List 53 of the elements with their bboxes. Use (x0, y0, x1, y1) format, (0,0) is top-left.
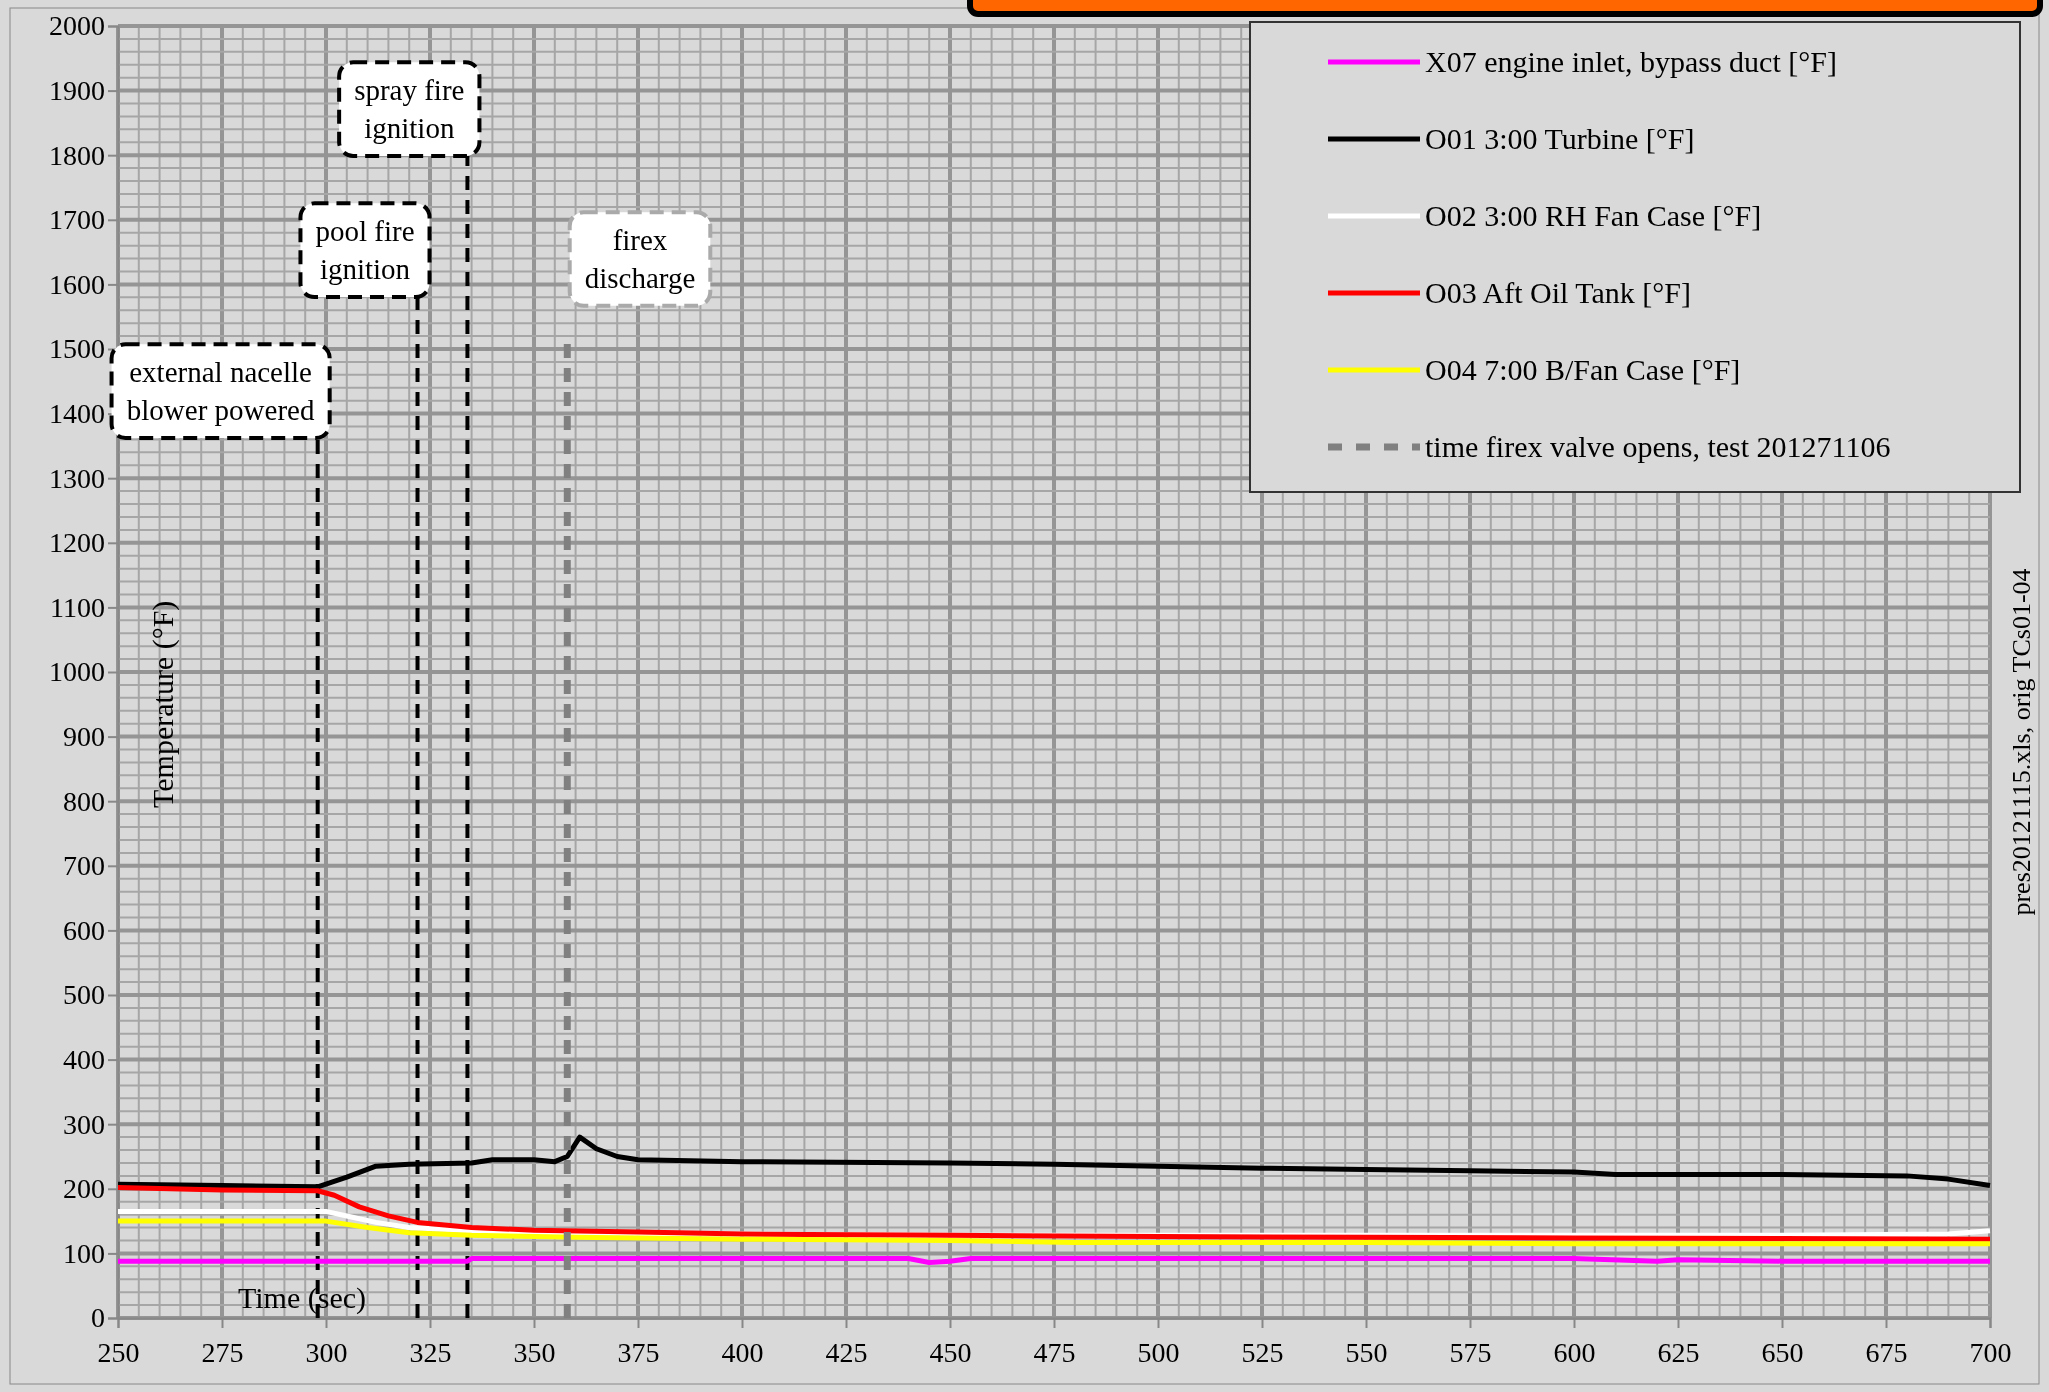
y-axis-title: Temperature (°F) (146, 600, 180, 808)
y-tick-label: 1100 (50, 591, 105, 623)
x-tick-label: 550 (1345, 1336, 1388, 1368)
y-tick-label: 1500 (49, 333, 105, 365)
y-tick-label: 500 (63, 979, 105, 1011)
x-tick-label: 675 (1865, 1336, 1908, 1368)
x-tick-label: 650 (1761, 1336, 1804, 1368)
x-tick-label: 250 (97, 1336, 140, 1368)
y-tick-label: 1900 (49, 75, 105, 107)
x-tick-label: 450 (929, 1336, 972, 1368)
x-tick-label: 475 (1033, 1336, 1076, 1368)
x-axis-title: Time (sec) (238, 1281, 367, 1315)
x-tick-label: 400 (721, 1336, 764, 1368)
y-tick-label: 1300 (49, 462, 105, 494)
legend-label: O01 3:00 Turbine [°F] (1425, 122, 1695, 155)
y-tick-label: 600 (63, 914, 105, 946)
x-tick-label: 625 (1657, 1336, 1700, 1368)
ref-line-label: external nacelle blower powered (126, 356, 315, 426)
x-tick-label: 350 (513, 1336, 556, 1368)
y-tick-label: 1700 (49, 204, 105, 236)
x-tick-label: 500 (1137, 1336, 1180, 1368)
x-tick-label: 600 (1553, 1336, 1596, 1368)
legend-label: O04 7:00 B/Fan Case [°F] (1425, 353, 1741, 386)
y-tick-label: 100 (63, 1237, 105, 1269)
y-tick-label: 400 (63, 1044, 105, 1076)
y-tick-label: 1200 (49, 527, 105, 559)
y-tick-label: 700 (63, 850, 105, 882)
y-tick-label: 1600 (49, 268, 105, 300)
y-tick-label: 300 (63, 1108, 105, 1140)
y-tick-label: 1800 (49, 139, 105, 171)
x-tick-label: 525 (1241, 1336, 1284, 1368)
text: pres20121115.xls, orig TCs01-04 (2007, 568, 2036, 916)
x-tick-label: 375 (617, 1336, 660, 1368)
legend-label: O03 Aft Oil Tank [°F] (1425, 276, 1692, 309)
y-tick-label: 800 (63, 785, 105, 817)
legend-label: O02 3:00 RH Fan Case [°F] (1425, 199, 1762, 232)
y-tick-label: 900 (63, 721, 105, 753)
x-tick-label: 300 (305, 1336, 348, 1368)
ref-line-label: spray fire ignition (354, 74, 465, 144)
y-tick-label: 2000 (49, 10, 105, 42)
y-tick-label: 1400 (49, 398, 105, 430)
legend-label: time firex valve opens, test 201271106 (1425, 430, 1891, 463)
y-tick-label: 1000 (49, 656, 105, 688)
y-tick-label: 0 (91, 1302, 105, 1334)
ref-line-label: pool fire ignition (315, 215, 415, 285)
x-tick-label: 575 (1449, 1336, 1492, 1368)
annotation: firex discharge (584, 224, 696, 294)
x-tick-label: 425 (825, 1336, 868, 1368)
legend-label: X07 engine inlet, bypass duct [°F] (1425, 45, 1837, 78)
x-tick-label: 325 (409, 1336, 452, 1368)
x-tick-label: 700 (1969, 1336, 2012, 1368)
y-tick-label: 200 (63, 1173, 105, 1205)
x-tick-label: 275 (201, 1336, 244, 1368)
